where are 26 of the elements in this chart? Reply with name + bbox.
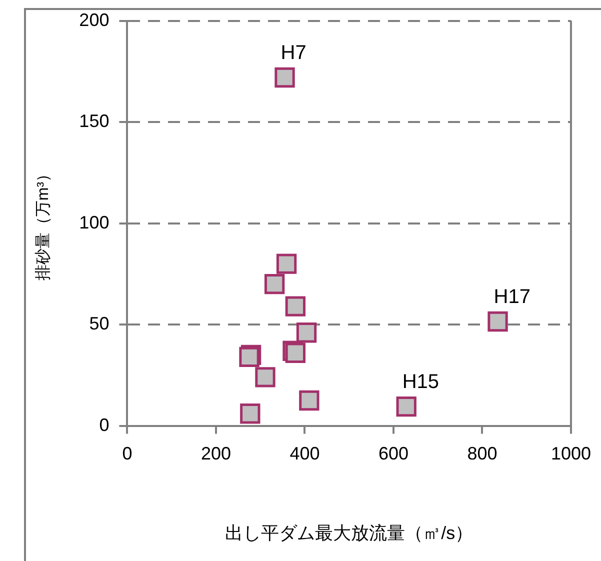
annotation: H15 [402,371,440,394]
annotation: H7 [280,42,306,64]
point [396,396,416,417]
y-tick-label: 50 [89,314,110,334]
x-tick-label: 200 [200,444,232,464]
point [255,367,276,388]
x-tick-label: 400 [290,444,320,464]
y-tick-label: 0 [99,414,110,435]
x-tick-label: 600 [378,444,409,464]
y-axis-title: 排砂量（万m³） [34,166,52,281]
point [240,404,260,424]
y-tick-label: 100 [79,212,110,232]
x-axis-title: 出し平ダム最大放流量（㎥/s） [225,523,474,544]
x-tick-label: 0 [122,444,132,464]
y-tick-label: 200 [79,10,110,30]
y-tick-label: 150 [79,111,110,132]
point [296,322,317,343]
point [264,274,285,294]
point [274,67,295,88]
x-tick-label: 800 [467,444,498,464]
point [285,296,306,316]
x-tick-label: 1000 [550,444,591,464]
point [276,254,297,274]
annotation: H17 [494,286,530,308]
point [488,311,508,332]
point [299,390,320,411]
